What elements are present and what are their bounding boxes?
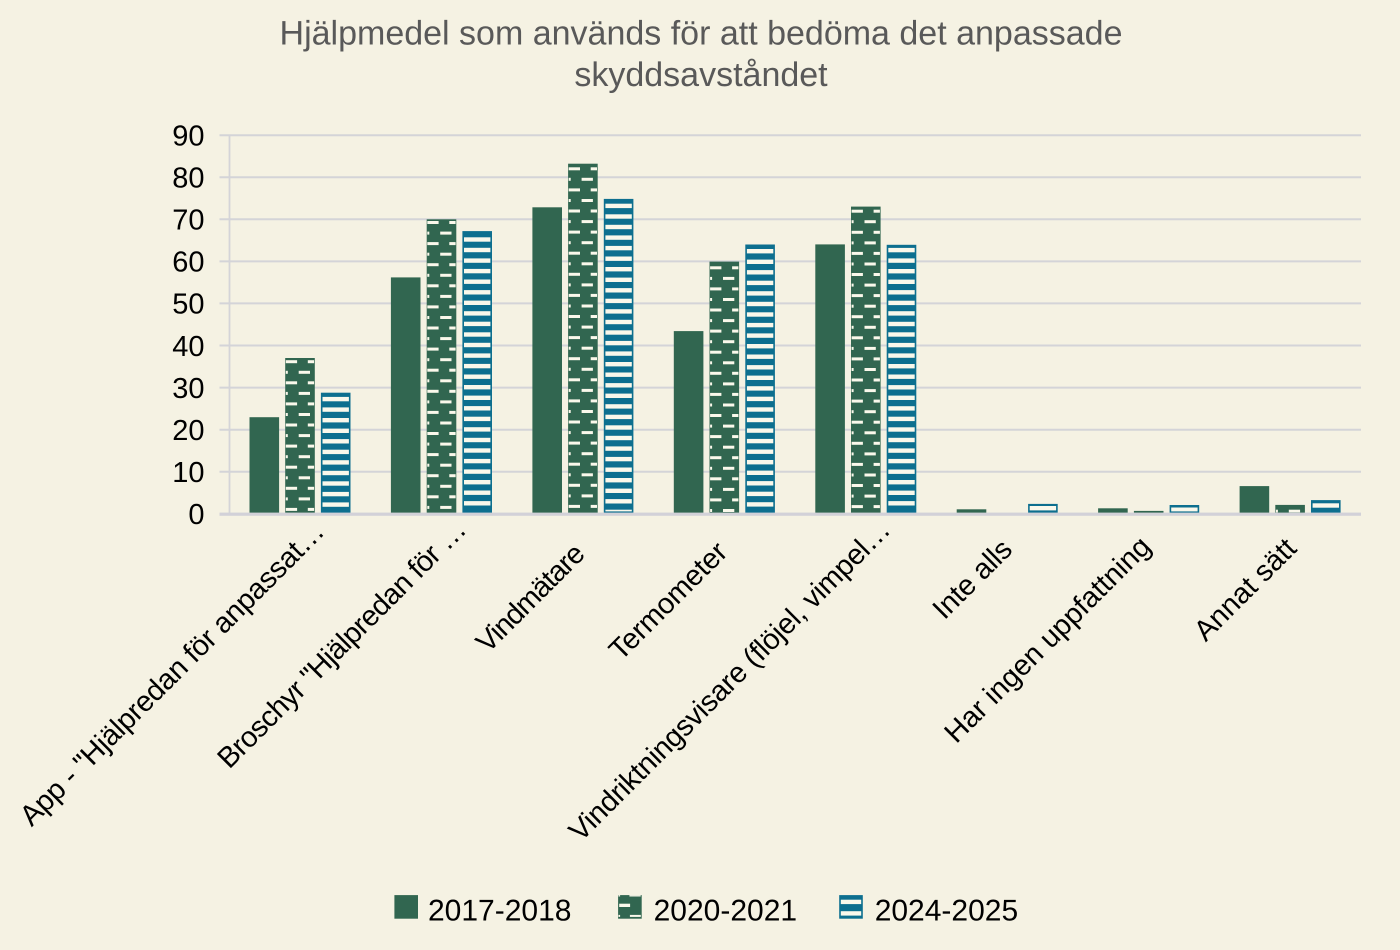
svg-text:30: 30 <box>172 373 204 405</box>
svg-text:skyddsavståndet: skyddsavståndet <box>574 56 828 94</box>
svg-text:70: 70 <box>172 205 204 237</box>
svg-text:Hjälpmedel som används för att: Hjälpmedel som används för att bedöma de… <box>280 14 1123 52</box>
svg-text:2017-2018: 2017-2018 <box>428 895 571 928</box>
svg-text:60: 60 <box>172 247 204 279</box>
svg-text:50: 50 <box>172 289 204 321</box>
svg-text:2020-2021: 2020-2021 <box>654 895 797 928</box>
svg-text:90: 90 <box>172 121 204 153</box>
svg-text:40: 40 <box>172 331 204 363</box>
svg-text:80: 80 <box>172 163 204 195</box>
svg-text:20: 20 <box>172 415 204 447</box>
svg-text:2024-2025: 2024-2025 <box>875 895 1018 928</box>
svg-text:10: 10 <box>172 457 204 489</box>
svg-text:0: 0 <box>188 499 204 531</box>
